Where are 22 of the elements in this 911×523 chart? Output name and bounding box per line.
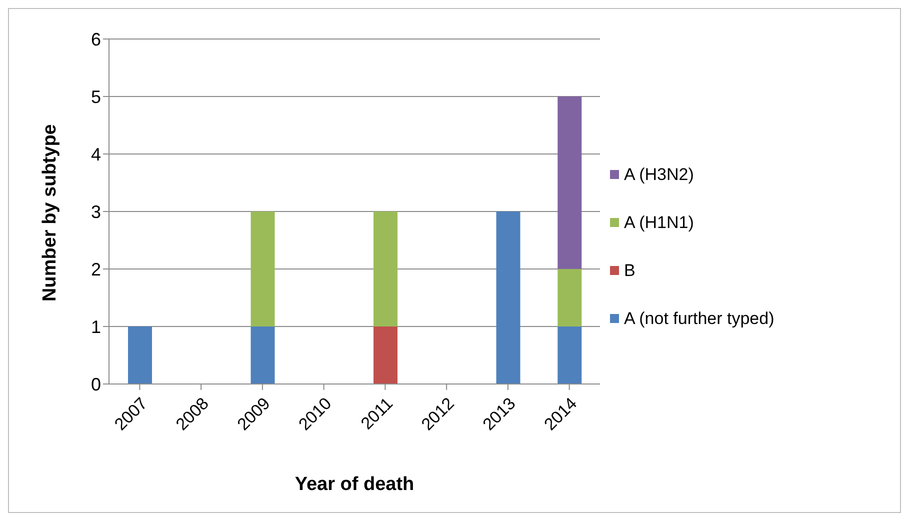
legend-label: A (H3N2) xyxy=(624,164,694,184)
bar xyxy=(558,326,582,384)
bar xyxy=(250,212,275,326)
bar xyxy=(128,326,152,384)
y-tick-label: 1 xyxy=(90,316,101,337)
y-tick-label: 2 xyxy=(90,259,101,280)
bar xyxy=(250,326,275,384)
y-tick-label: 4 xyxy=(90,144,101,164)
bar xyxy=(558,269,582,326)
y-tick-label: 3 xyxy=(90,202,101,222)
bar xyxy=(496,212,520,384)
bar xyxy=(558,96,582,269)
bar xyxy=(374,326,398,384)
y-tick-label: 5 xyxy=(90,86,101,107)
y-tick-label: 6 xyxy=(90,29,101,50)
legend-label: A (H1N1) xyxy=(624,212,694,232)
y-tick-label: 0 xyxy=(90,374,101,394)
bar xyxy=(374,212,398,326)
legend-label: A (not further typed) xyxy=(624,308,774,328)
legend-label: B xyxy=(624,260,636,280)
x-axis-title: Year of death xyxy=(294,474,414,495)
y-axis-title: Number by subtype xyxy=(40,124,61,302)
